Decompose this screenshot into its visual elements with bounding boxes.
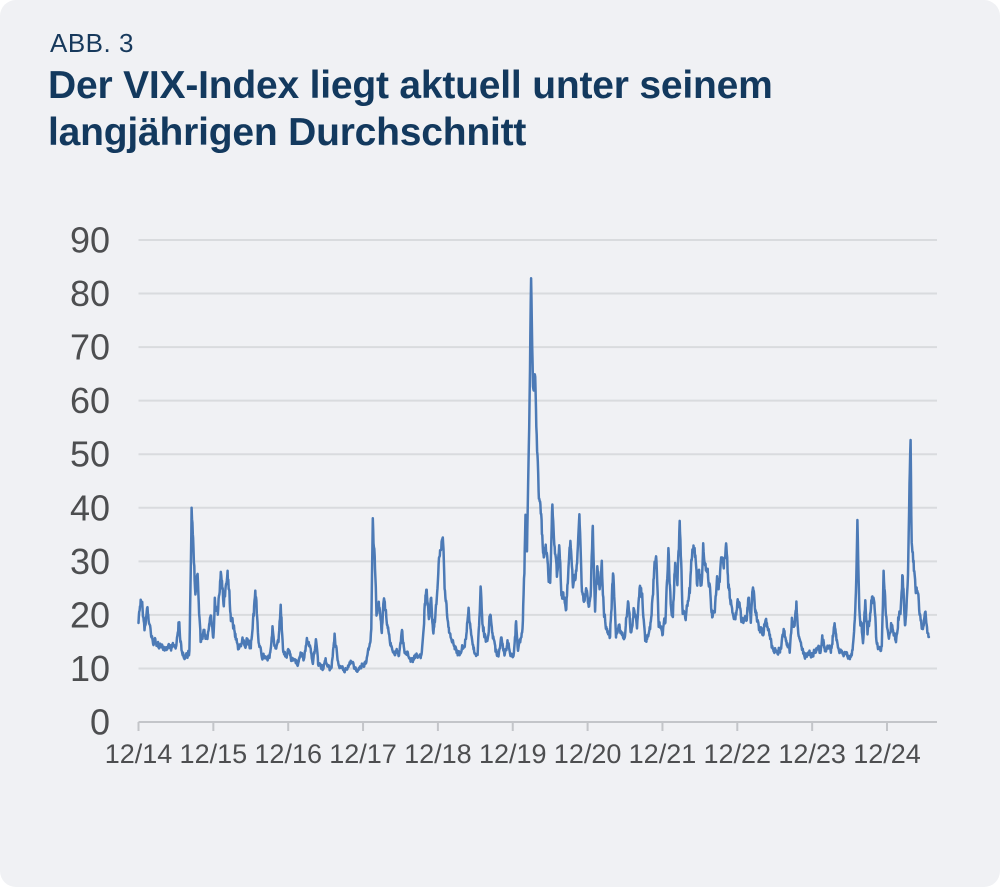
x-tick-label: 12/15: [180, 739, 248, 769]
figure-label: ABB. 3: [50, 28, 134, 58]
y-tick-label: 50: [70, 434, 110, 475]
y-tick-label: 10: [70, 648, 110, 689]
x-tick-label: 12/17: [329, 739, 397, 769]
chart-title-line1: Der VIX-Index liegt aktuell unter seinem: [48, 64, 773, 107]
x-tick-label: 12/24: [853, 739, 921, 769]
x-tick-label: 12/18: [404, 739, 472, 769]
y-tick-label: 80: [70, 273, 110, 314]
y-tick-label: 40: [70, 487, 110, 528]
y-tick-label: 0: [90, 702, 110, 743]
chart-title-line2: langjährigen Durchschnitt: [48, 111, 527, 154]
x-tick-label: 12/14: [105, 739, 173, 769]
chart-title: Der VIX-Index liegt aktuell unter seinem…: [48, 62, 773, 156]
x-tick-label: 12/23: [778, 739, 846, 769]
y-tick-label: 20: [70, 594, 110, 635]
y-tick-label: 70: [70, 327, 110, 368]
x-tick-label: 12/16: [254, 739, 322, 769]
vix-series-line: [137, 277, 931, 674]
x-tick-label: 12/19: [479, 739, 547, 769]
y-tick-label: 60: [70, 380, 110, 421]
y-tick-label: 90: [70, 219, 110, 260]
y-tick-label: 30: [70, 541, 110, 582]
x-tick-label: 12/22: [704, 739, 772, 769]
x-tick-label: 12/21: [629, 739, 697, 769]
x-tick-label: 12/20: [554, 739, 622, 769]
